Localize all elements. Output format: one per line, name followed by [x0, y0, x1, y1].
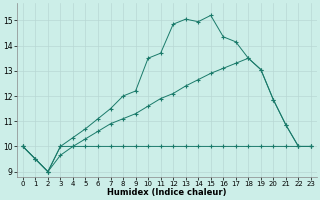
X-axis label: Humidex (Indice chaleur): Humidex (Indice chaleur): [107, 188, 227, 197]
